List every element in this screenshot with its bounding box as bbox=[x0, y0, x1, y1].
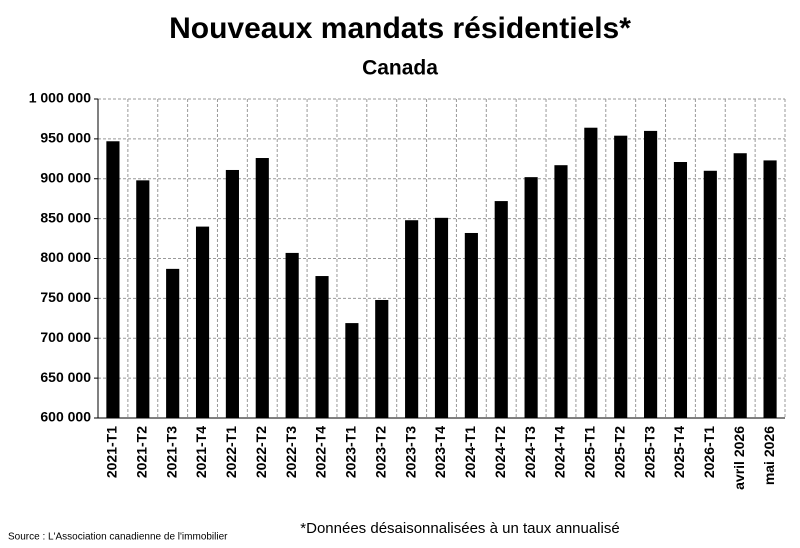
y-tick-label: 650 000 bbox=[40, 369, 91, 385]
bar bbox=[106, 141, 120, 418]
chart-title: Nouveaux mandats résidentiels* bbox=[169, 12, 631, 45]
bar bbox=[285, 252, 299, 418]
y-tick-label: 850 000 bbox=[40, 209, 91, 225]
y-tick-label: 900 000 bbox=[40, 169, 91, 185]
x-tick-label: 2021-T3 bbox=[163, 426, 179, 478]
bar bbox=[315, 276, 329, 418]
bar bbox=[434, 217, 449, 418]
footnote: *Données désaisonnalisées à un taux annu… bbox=[300, 520, 619, 537]
y-tick-label: 700 000 bbox=[40, 329, 91, 345]
x-tick-label: 2024-T2 bbox=[492, 426, 508, 478]
bar bbox=[195, 226, 210, 418]
x-tick-label: 2025-T3 bbox=[641, 426, 657, 478]
y-tick-label: 750 000 bbox=[40, 289, 91, 305]
bar bbox=[524, 177, 538, 418]
bar bbox=[614, 135, 628, 418]
bar bbox=[494, 201, 508, 418]
bar bbox=[644, 130, 658, 418]
bar bbox=[763, 160, 777, 418]
x-tick-label: 2024-T3 bbox=[522, 426, 538, 478]
bar bbox=[255, 158, 269, 418]
x-tick-label: 2026-T1 bbox=[701, 426, 717, 478]
x-tick-label: avril 2026 bbox=[731, 426, 747, 490]
y-tick-label: 600 000 bbox=[40, 409, 91, 425]
x-tick-label: 2024-T1 bbox=[462, 426, 478, 478]
x-tick-label: 2022-T4 bbox=[313, 426, 329, 478]
x-tick-label: 2025-T1 bbox=[582, 426, 598, 478]
bar bbox=[136, 180, 150, 418]
bar bbox=[375, 299, 389, 418]
bar bbox=[166, 268, 180, 418]
bar bbox=[584, 127, 598, 419]
x-tick-label: 2023-T1 bbox=[343, 426, 359, 478]
chart-subtitle: Canada bbox=[362, 57, 438, 80]
x-tick-label: 2025-T2 bbox=[611, 426, 627, 478]
bar bbox=[733, 153, 747, 419]
x-tick-label: 2023-T3 bbox=[402, 426, 418, 478]
y-tick-label: 800 000 bbox=[40, 249, 91, 265]
x-tick-label: 2021-T1 bbox=[104, 426, 120, 478]
x-tick-label: 2023-T2 bbox=[372, 426, 388, 478]
bar bbox=[554, 165, 568, 418]
bar bbox=[464, 232, 478, 418]
x-tick-label: 2023-T4 bbox=[432, 426, 448, 478]
bar bbox=[405, 220, 419, 418]
source-note: Source : L'Association canadienne de l'i… bbox=[8, 532, 228, 543]
bar bbox=[345, 323, 359, 418]
x-tick-label: mai 2026 bbox=[761, 426, 777, 485]
x-tick-label: 2021-T2 bbox=[134, 426, 150, 478]
y-tick-label: 1 000 000 bbox=[29, 90, 91, 106]
bar bbox=[703, 170, 717, 418]
bar bbox=[225, 169, 239, 418]
x-tick-label: 2021-T4 bbox=[193, 426, 209, 478]
x-tick-label: 2022-T3 bbox=[283, 426, 299, 478]
x-tick-label: 2024-T4 bbox=[552, 426, 568, 478]
bar bbox=[673, 162, 688, 418]
y-tick-label: 950 000 bbox=[40, 130, 91, 146]
x-tick-label: 2022-T2 bbox=[253, 426, 269, 478]
x-tick-label: 2022-T1 bbox=[223, 426, 239, 478]
x-tick-label: 2025-T4 bbox=[671, 426, 687, 478]
